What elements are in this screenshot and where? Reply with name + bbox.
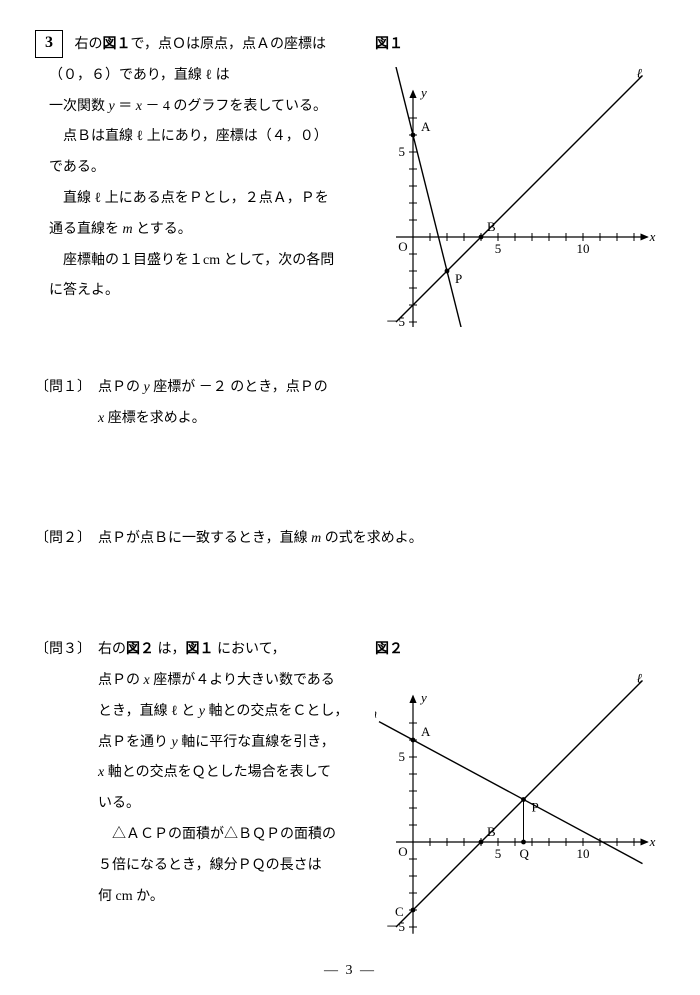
- intro-l4: 点Ｂは直線 ℓ 上にあり，座標は（４，０）: [49, 122, 357, 153]
- figure-1-col: 図１ 5105－5xyOℓmABP: [375, 30, 665, 327]
- svg-text:P: P: [455, 271, 462, 286]
- intro-l3: 一次関数 y ＝ x － 4 のグラフを表している。: [49, 92, 357, 123]
- svg-text:B: B: [487, 824, 496, 839]
- svg-text:10: 10: [577, 846, 590, 861]
- svg-text:ℓ: ℓ: [637, 672, 643, 686]
- q3-l3: とき，直線 ℓ と y 軸との交点をＣとし，: [98, 697, 357, 728]
- q3-l9: 何 cm か。: [98, 882, 357, 913]
- intro-l1a: 右の: [75, 37, 103, 52]
- svg-text:m: m: [375, 706, 377, 721]
- q3-tag: 〔問３〕: [35, 642, 84, 657]
- svg-text:5: 5: [399, 144, 406, 159]
- question-1: 〔問１〕 点Ｐの y 座標が －２ のとき，点Ｐの x 座標を求めよ。: [35, 373, 665, 435]
- figure-2-col: 図２ 5105－5xyOℓmABPQC: [375, 635, 665, 947]
- figure-1: 5105－5xyOℓmABP: [375, 67, 665, 327]
- q3-l6: いる。: [98, 789, 357, 820]
- intro-l9: に答えよ。: [49, 276, 357, 307]
- intro-l6: 直線 ℓ 上にある点をＰとし，２点Ａ，Ｐを: [49, 184, 357, 215]
- question-2: 〔問２〕 点Ｐが点Ｂに一致するとき，直線 m の式を求めよ。: [35, 524, 665, 555]
- svg-text:C: C: [395, 904, 404, 919]
- page-number: ― 3 ―: [0, 956, 700, 987]
- q3-l1e: において，: [214, 642, 286, 657]
- q3-l1b: 図２: [126, 642, 154, 657]
- intro-l7: 通る直線を m とする。: [49, 215, 357, 246]
- svg-text:O: O: [398, 239, 407, 254]
- intro-l1-figref: 図１: [103, 37, 131, 52]
- q1-l2b: 座標を求めよ。: [104, 411, 206, 426]
- svg-text:A: A: [421, 724, 431, 739]
- q1-y: y: [140, 380, 153, 395]
- q3-l1d: 図１: [186, 642, 214, 657]
- svg-text:x: x: [649, 834, 656, 849]
- figure-1-label: 図１: [375, 30, 665, 61]
- q2-tag: 〔問２〕: [35, 531, 84, 546]
- q1-tag: 〔問１〕: [35, 380, 84, 395]
- svg-text:Q: Q: [520, 846, 530, 861]
- svg-text:10: 10: [577, 241, 590, 256]
- q1-l1a: 点Ｐの: [84, 380, 140, 395]
- intro-row: 3 右の図１で，点Ｏは原点，点Ａの座標は （０，６）であり，直線 ℓ は 一次関…: [35, 30, 665, 327]
- svg-text:y: y: [419, 85, 427, 100]
- q3-l2: 点Ｐの x 座標が４より大きい数である: [98, 666, 357, 697]
- svg-text:5: 5: [495, 846, 502, 861]
- intro-text: 3 右の図１で，点Ｏは原点，点Ａの座標は （０，６）であり，直線 ℓ は 一次関…: [35, 30, 357, 307]
- q3-l1c: は，: [154, 642, 186, 657]
- q2-text: 点Ｐが点Ｂに一致するとき，直線 m の式を求めよ。: [84, 531, 423, 546]
- svg-text:x: x: [649, 229, 656, 244]
- svg-text:P: P: [532, 799, 539, 814]
- svg-text:O: O: [398, 844, 407, 859]
- figure-2: 5105－5xyOℓmABPQC: [375, 672, 665, 947]
- q1-l1c: 座標が －２ のとき，点Ｐの: [153, 380, 328, 395]
- svg-text:5: 5: [399, 749, 406, 764]
- intro-l8: 座標軸の１目盛りを１cm として，次の各問: [49, 246, 357, 277]
- svg-text:y: y: [419, 690, 427, 705]
- svg-text:B: B: [487, 219, 496, 234]
- svg-text:A: A: [421, 119, 431, 134]
- q3-l4: 点Ｐを通り y 軸に平行な直線を引き，: [98, 728, 357, 759]
- q3-row: 〔問３〕 右の図２ は，図１ において， 点Ｐの x 座標が４より大きい数である…: [35, 635, 665, 947]
- svg-text:5: 5: [495, 241, 502, 256]
- q3-l8: ５倍になるとき，線分ＰＱの長さは: [98, 851, 357, 882]
- q1-l2: x 座標を求めよ。: [35, 404, 665, 435]
- intro-l2: （０，６）であり，直線 ℓ は: [49, 61, 357, 92]
- q3-text: 〔問３〕 右の図２ は，図１ において， 点Ｐの x 座標が４より大きい数である…: [35, 635, 357, 912]
- q3-l5: x 軸との交点をＱとした場合を表して: [98, 758, 357, 789]
- intro-l1b: で，点Ｏは原点，点Ａの座標は: [131, 37, 326, 52]
- svg-text:ℓ: ℓ: [637, 67, 643, 81]
- intro-l5: である。: [49, 153, 357, 184]
- figure-2-label: 図２: [375, 635, 665, 666]
- problem-number: 3: [35, 30, 63, 58]
- q3-l1a: 右の: [84, 642, 126, 657]
- q3-l7: △ＡＣＰの面積が△ＢＱＰの面積の: [98, 820, 357, 851]
